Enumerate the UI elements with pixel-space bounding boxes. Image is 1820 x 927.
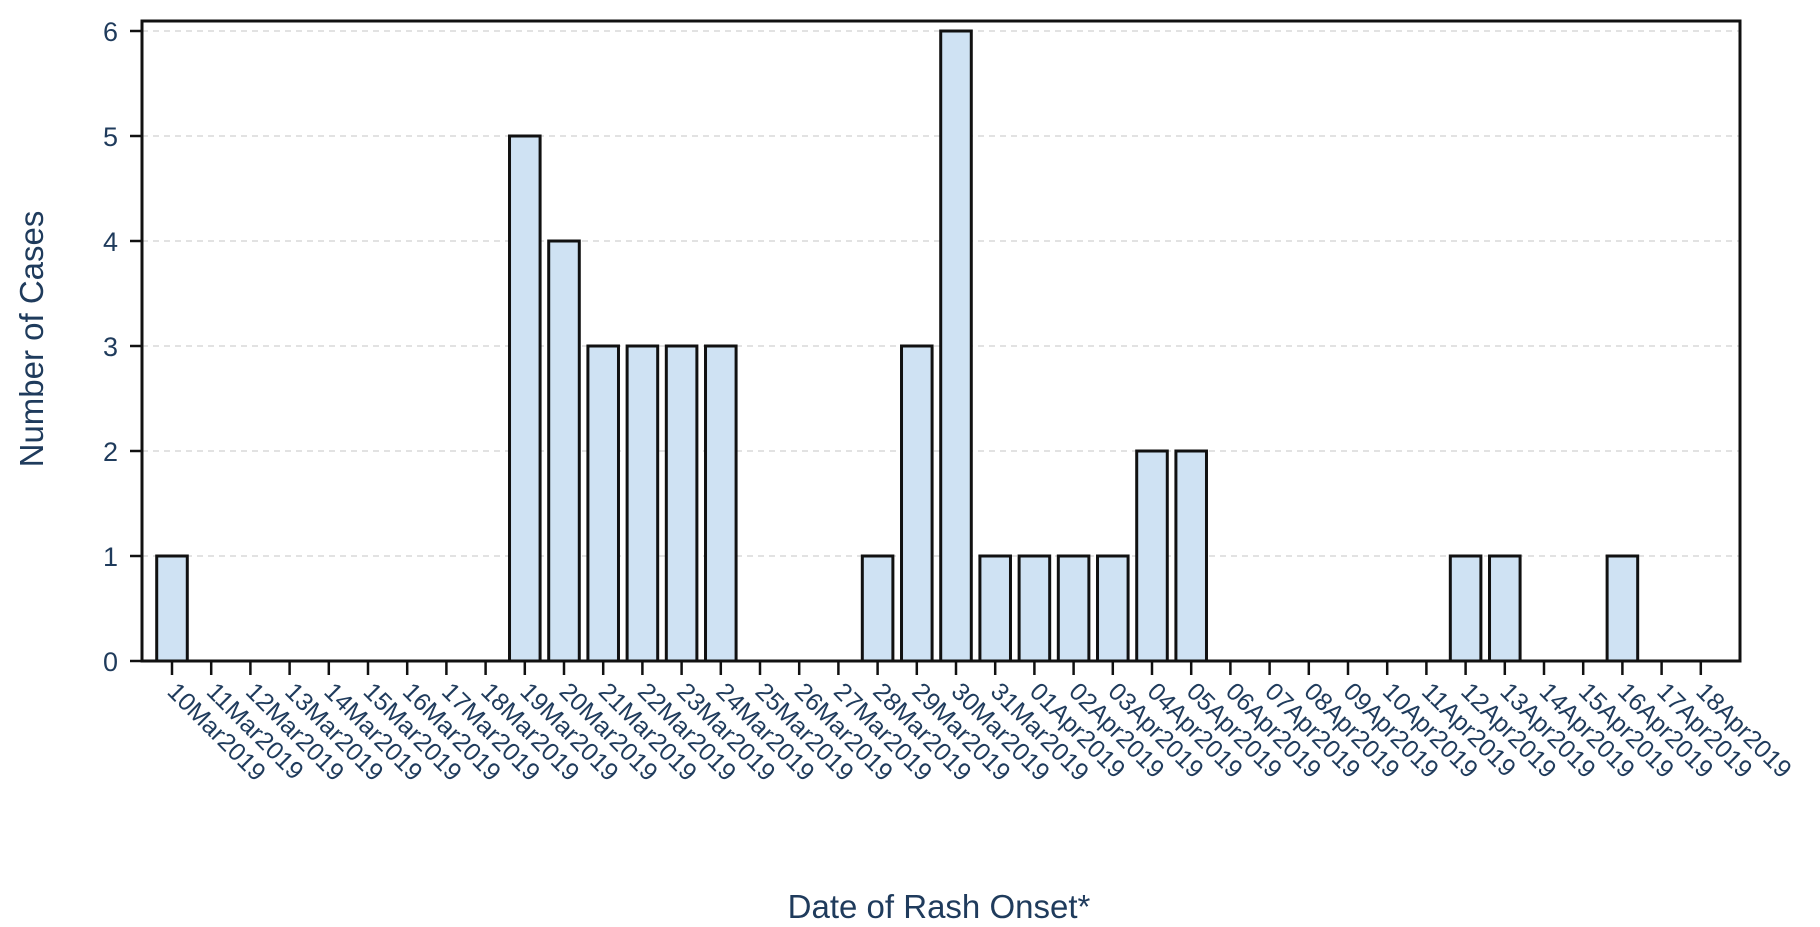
- bar-31Mar2019: [978, 554, 1012, 663]
- y-tick-label: 5: [103, 122, 118, 152]
- y-axis-title: Number of Cases: [13, 211, 50, 468]
- bar-03Apr2019: [1096, 554, 1130, 663]
- bar-29Mar2019: [900, 344, 934, 663]
- bar-10Mar2019: [155, 554, 189, 663]
- bar-16Apr2019: [1605, 554, 1640, 663]
- bar-30Mar2019: [939, 29, 973, 663]
- bar-24Mar2019: [704, 344, 738, 663]
- y-tick-label: 6: [103, 17, 118, 47]
- bar-04Apr2019: [1135, 449, 1169, 663]
- bar-13Apr2019: [1488, 554, 1522, 663]
- bar-23Mar2019: [664, 344, 699, 663]
- y-axis-ticks: 0 1 2 3 4 5 6: [103, 17, 142, 677]
- bar-01Apr2019: [1017, 554, 1052, 663]
- bar-02Apr2019: [1056, 554, 1091, 663]
- y-tick-label: 3: [103, 332, 118, 362]
- bar-12Apr2019: [1448, 554, 1483, 663]
- bar-19Mar2019: [508, 134, 542, 663]
- bar-21Mar2019: [586, 344, 620, 663]
- y-tick-label: 4: [103, 227, 118, 257]
- plot-frame: [140, 19, 1742, 663]
- y-tick-label: 1: [103, 542, 118, 572]
- x-axis-title: Date of Rash Onset*: [788, 888, 1091, 925]
- x-axis-ticks: 10Mar201911Mar201912Mar201913Mar201914Ma…: [162, 661, 1797, 787]
- bar-22Mar2019: [625, 344, 660, 663]
- y-tick-label: 2: [103, 437, 118, 467]
- y-tick-label: 0: [103, 647, 118, 677]
- bar-20Mar2019: [547, 239, 581, 663]
- bar-05Apr2019: [1174, 449, 1208, 663]
- bar-28Mar2019: [860, 554, 895, 663]
